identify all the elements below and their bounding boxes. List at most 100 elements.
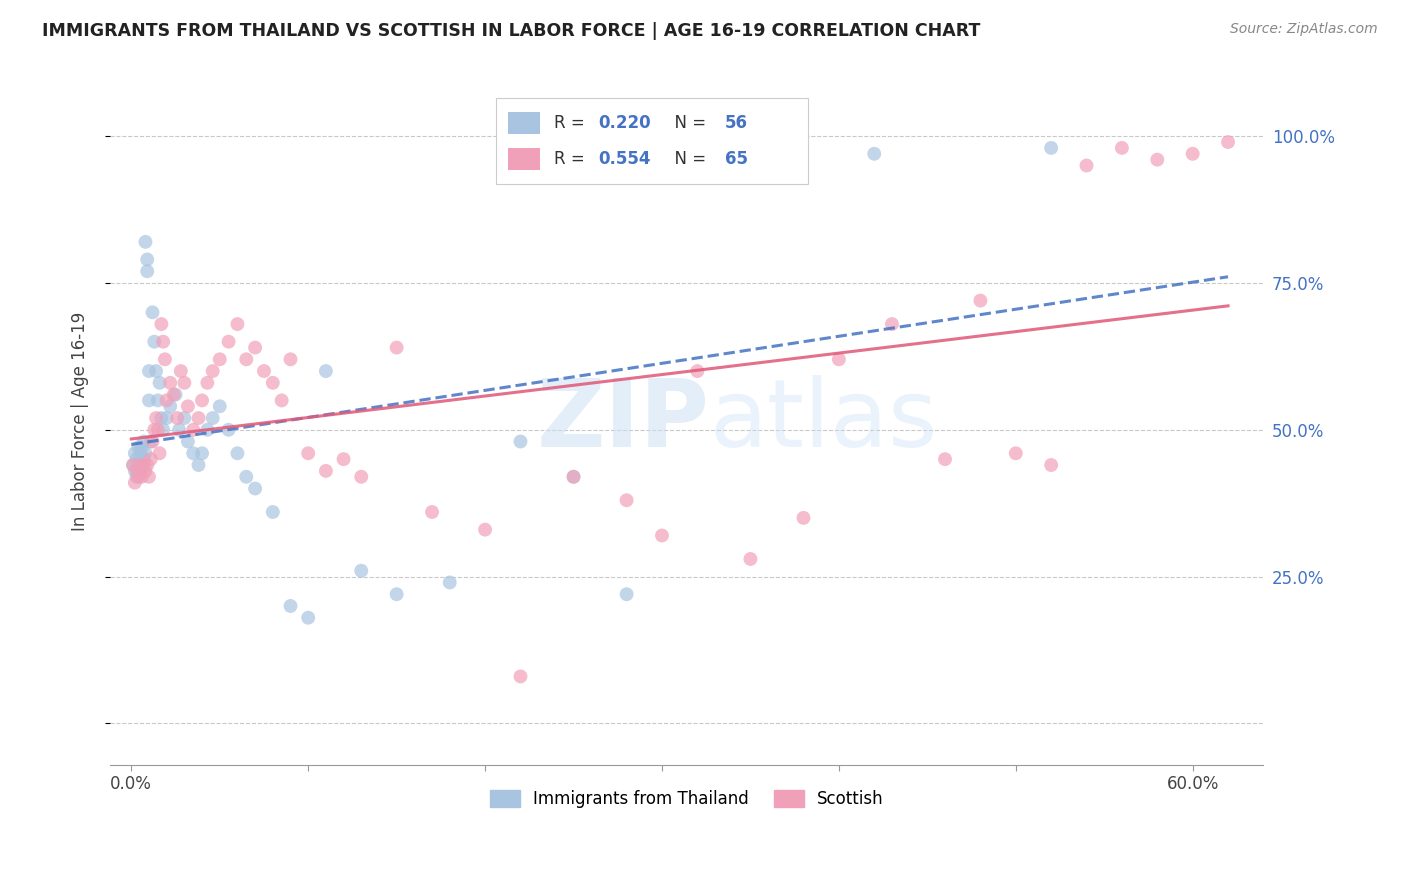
Point	[195, 423, 218, 437]
Point	[350, 469, 373, 483]
Point	[145, 411, 167, 425]
Point	[280, 599, 302, 613]
Point	[149, 376, 172, 390]
Point	[129, 446, 152, 460]
Text: R =: R =	[554, 114, 591, 133]
Point	[420, 505, 443, 519]
Point	[122, 458, 145, 472]
Point	[173, 411, 195, 425]
Point	[132, 458, 155, 472]
Point	[201, 364, 224, 378]
Point	[150, 317, 173, 331]
Point	[280, 352, 302, 367]
Point	[828, 352, 851, 367]
Point	[138, 393, 160, 408]
FancyBboxPatch shape	[508, 112, 540, 135]
Point	[934, 452, 956, 467]
Point	[1004, 446, 1026, 460]
Point	[1111, 141, 1133, 155]
Point	[124, 464, 146, 478]
Point	[159, 376, 181, 390]
Text: atlas: atlas	[710, 375, 938, 467]
Point	[149, 446, 172, 460]
Point	[201, 411, 224, 425]
Point	[125, 452, 148, 467]
Point	[181, 446, 204, 460]
Point	[509, 669, 531, 683]
Point	[297, 610, 319, 624]
Point	[616, 493, 638, 508]
FancyBboxPatch shape	[496, 98, 808, 184]
Point	[686, 153, 709, 167]
Point	[125, 469, 148, 483]
Point	[297, 446, 319, 460]
Point	[131, 469, 153, 483]
Point	[138, 364, 160, 378]
Point	[145, 364, 167, 378]
Point	[141, 434, 163, 449]
FancyBboxPatch shape	[508, 148, 540, 170]
Point	[243, 341, 266, 355]
Point	[166, 411, 188, 425]
Point	[616, 587, 638, 601]
Point	[165, 387, 187, 401]
Legend: Immigrants from Thailand, Scottish: Immigrants from Thailand, Scottish	[484, 783, 890, 814]
Point	[146, 393, 169, 408]
Point	[243, 482, 266, 496]
Point	[208, 352, 231, 367]
Point	[195, 376, 218, 390]
Text: 56: 56	[725, 114, 748, 133]
Point	[127, 469, 149, 483]
Point	[1146, 153, 1168, 167]
Point	[122, 458, 145, 472]
Text: N =: N =	[664, 150, 711, 169]
Point	[127, 441, 149, 455]
Point	[131, 441, 153, 455]
Text: 0.554: 0.554	[598, 150, 651, 169]
Point	[439, 575, 461, 590]
Point	[156, 411, 179, 425]
Point	[124, 446, 146, 460]
Point	[141, 305, 163, 319]
Text: 65: 65	[725, 150, 748, 169]
Point	[262, 505, 284, 519]
Point	[170, 364, 193, 378]
Point	[1076, 159, 1098, 173]
Point	[315, 464, 337, 478]
Point	[143, 423, 166, 437]
Point	[509, 434, 531, 449]
Point	[136, 252, 159, 267]
Point	[792, 511, 814, 525]
Point	[187, 458, 209, 472]
Point	[385, 341, 408, 355]
Point	[350, 564, 373, 578]
Point	[127, 458, 149, 472]
Point	[181, 423, 204, 437]
Point	[332, 452, 354, 467]
Point	[1216, 135, 1239, 149]
Point	[143, 334, 166, 349]
Point	[131, 458, 153, 472]
Point	[139, 434, 162, 449]
Point	[218, 334, 240, 349]
Point	[134, 446, 156, 460]
Point	[969, 293, 991, 308]
Point	[226, 446, 249, 460]
Point	[270, 393, 292, 408]
Point	[177, 434, 200, 449]
Point	[159, 399, 181, 413]
Point	[315, 364, 337, 378]
Point	[562, 469, 585, 483]
Point	[136, 458, 159, 472]
Text: ZIP: ZIP	[537, 375, 710, 467]
Point	[474, 523, 496, 537]
Point	[136, 264, 159, 278]
Y-axis label: In Labor Force | Age 16-19: In Labor Force | Age 16-19	[72, 311, 89, 531]
Point	[863, 146, 886, 161]
Point	[156, 393, 179, 408]
Point	[134, 235, 156, 249]
Point	[235, 469, 257, 483]
Point	[740, 552, 762, 566]
Point	[1181, 146, 1204, 161]
Point	[187, 411, 209, 425]
